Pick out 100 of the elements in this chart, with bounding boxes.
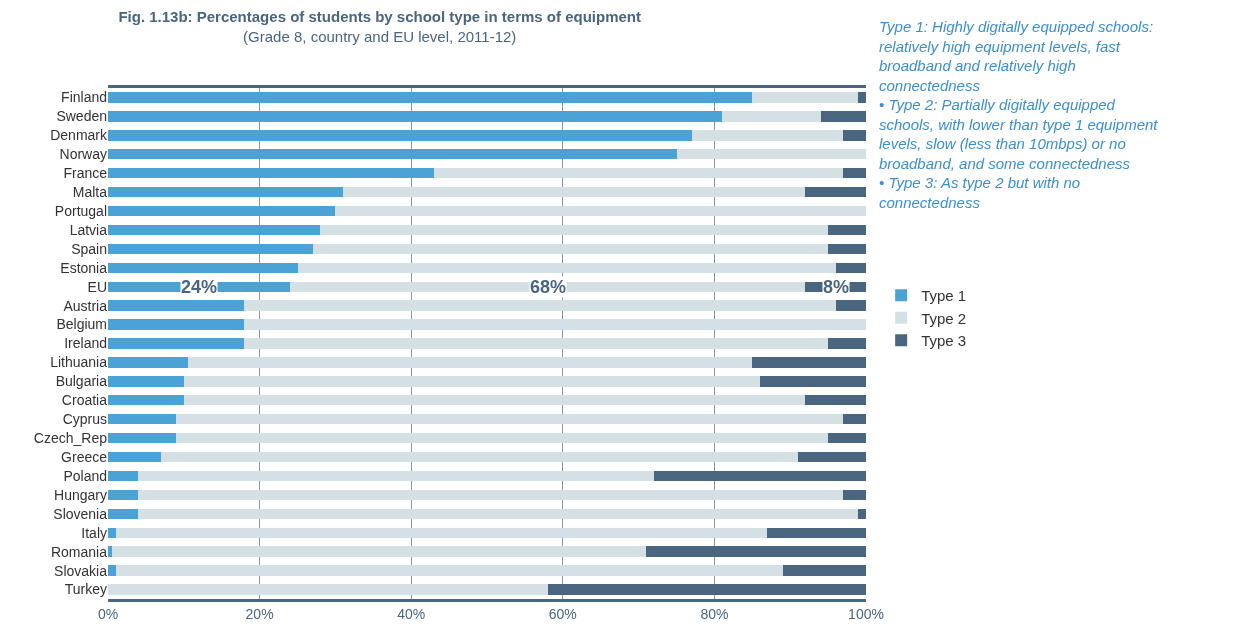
bar (843, 130, 866, 141)
x-tick-label: 20% (245, 605, 274, 622)
bar (782, 565, 866, 576)
bar (843, 489, 866, 501)
bar (828, 224, 866, 236)
x-tick-label: 60% (548, 605, 577, 622)
bar (767, 527, 866, 538)
bar (108, 527, 116, 538)
bar (138, 508, 859, 520)
y-tick-label: Denmark (50, 127, 108, 144)
bar (176, 432, 829, 444)
bar (653, 470, 866, 482)
bar (843, 167, 866, 179)
x-tick-label: 40% (397, 605, 426, 622)
bar (108, 546, 112, 557)
bar (759, 376, 866, 387)
y-tick-label: Austria (63, 297, 108, 314)
text: • Type 3: As type 2 but with no connectedness (879, 174, 1081, 211)
bar (297, 262, 836, 273)
bar (108, 319, 245, 330)
bar (108, 489, 139, 501)
bar (835, 262, 866, 273)
bar (828, 243, 866, 255)
data-label: 68% (530, 277, 567, 297)
bar (138, 470, 654, 482)
y-tick-label: Malta (72, 183, 108, 200)
y-tick-label: Croatia (61, 392, 108, 409)
bar (752, 92, 859, 103)
bar (161, 451, 798, 463)
chart-title: Fig. 1.13b: Percentages of students by school type in terms of equipment (118, 8, 642, 26)
data-label: 24% (181, 277, 218, 297)
bar (108, 300, 245, 311)
y-tick-label: Slovenia (53, 505, 108, 522)
bar (108, 149, 677, 160)
bar (676, 149, 866, 160)
legend-label: Type 3 (921, 332, 967, 350)
bar (805, 186, 866, 198)
y-tick-label: Turkey (64, 581, 107, 598)
y-tick-label: Poland (63, 467, 107, 484)
y-tick-label: France (63, 165, 108, 182)
bar (183, 376, 760, 387)
data-label: 8% (823, 277, 850, 297)
bar (183, 395, 806, 406)
bar (187, 357, 753, 368)
bar (547, 584, 866, 595)
bar (691, 130, 844, 141)
bar (108, 130, 692, 141)
bar (244, 319, 866, 330)
legend-label: Type 1 (921, 287, 967, 305)
bar (805, 395, 866, 406)
chart-subtitle: (Grade 8, country and EU level, 2011-12) (243, 27, 517, 45)
bar (858, 92, 866, 103)
x-tick-label: 0% (97, 605, 119, 622)
bar (138, 489, 844, 501)
bar (108, 205, 336, 217)
y-tick-label: EU (87, 278, 107, 295)
bar (335, 205, 866, 217)
bar (108, 357, 188, 368)
bar (797, 451, 866, 463)
bar (843, 414, 866, 425)
bar (111, 546, 647, 557)
bar (108, 395, 184, 406)
y-tick-label: Bulgaria (55, 373, 108, 390)
bar (108, 432, 177, 444)
y-tick-label: Lithuania (50, 354, 108, 371)
bar (108, 470, 139, 482)
y-tick-label: Romania (50, 543, 108, 560)
bar (752, 357, 866, 368)
bar (108, 338, 245, 349)
bar (721, 111, 821, 122)
bar (108, 167, 434, 179)
bar (858, 508, 866, 520)
bar (828, 432, 866, 444)
y-tick-label: Sweden (56, 108, 107, 125)
bar (320, 224, 829, 236)
y-tick-label: Belgium (56, 316, 107, 333)
bar (312, 243, 829, 255)
bar (108, 584, 548, 595)
bar (108, 92, 753, 103)
bar (433, 167, 844, 179)
bar (115, 565, 783, 576)
y-tick-label: Slovakia (54, 562, 108, 579)
bar (820, 111, 866, 122)
bar (108, 376, 184, 387)
bar (108, 262, 298, 273)
bar (108, 111, 722, 122)
y-tick-label: Czech_Rep (33, 430, 108, 447)
x-tick-label: 80% (700, 605, 729, 622)
bar (108, 186, 343, 198)
y-tick-label: Ireland (64, 335, 107, 352)
y-tick-label: Finland (61, 89, 107, 106)
bar (646, 546, 866, 557)
legend-label: Type 2 (921, 309, 967, 327)
bar (108, 414, 177, 425)
y-tick-label: Norway (59, 146, 107, 163)
bar (115, 527, 768, 538)
bar (835, 300, 866, 311)
bar (176, 414, 844, 425)
y-tick-label: Estonia (60, 259, 108, 276)
text: • Type 2: Partially digitally equipped schools, with lower than type 1 equipment levels, slow (less than 10mbps) or no broadband, and some connectedness (879, 96, 1159, 172)
